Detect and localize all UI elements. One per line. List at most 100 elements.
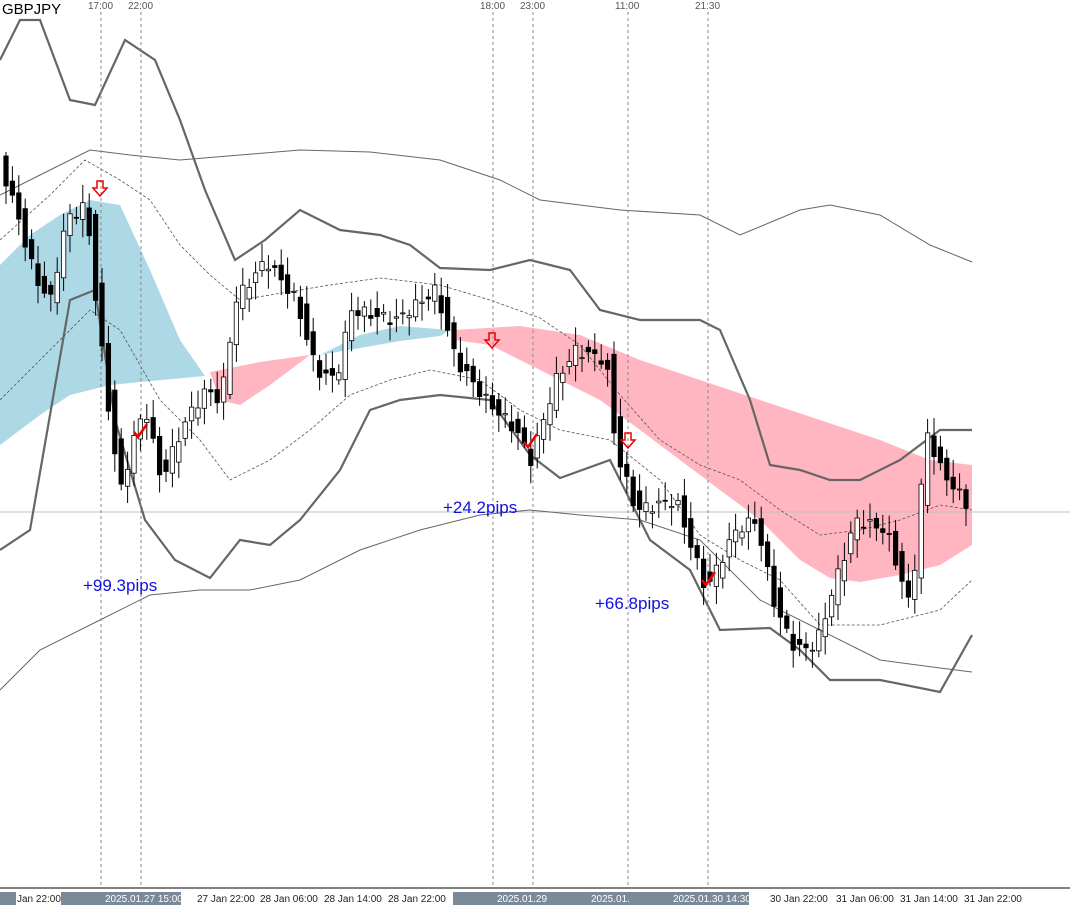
sell-arrow — [91, 180, 109, 198]
candle-body — [669, 506, 675, 509]
candle-body — [336, 372, 342, 381]
candle-body — [592, 349, 598, 355]
candle-body — [432, 284, 438, 302]
candle-body — [125, 468, 131, 487]
axis-label: 28 Jan 22:00 — [388, 894, 446, 905]
candle-body — [502, 413, 508, 416]
candle-body — [99, 282, 105, 347]
candle-body — [252, 272, 259, 284]
candle-body — [880, 528, 886, 533]
highlighted-axis-label: 2025.01.27 15:00 — [105, 894, 183, 905]
candle-body — [348, 310, 355, 342]
candle-body — [899, 551, 905, 582]
candle-body — [35, 263, 41, 286]
close-check — [133, 423, 149, 440]
signals — [91, 180, 717, 588]
highlighted-axis-label: 2025.01.30 14:30 — [673, 894, 751, 905]
candle-body — [67, 213, 73, 236]
candle-body — [675, 500, 681, 506]
candle-body — [419, 301, 425, 304]
candle-body — [86, 207, 92, 237]
candle-body — [112, 389, 118, 455]
candle-body — [553, 373, 560, 411]
axis-label: 30 Jan 22:00 — [770, 894, 828, 905]
axis-label: 31 Jan 06:00 — [836, 894, 894, 905]
candle-body — [579, 357, 585, 360]
candle-body — [733, 529, 739, 543]
sell-arrow — [483, 332, 501, 350]
candle-body — [713, 564, 720, 587]
close-check — [523, 433, 539, 450]
candle-body — [195, 407, 201, 419]
candle-body — [220, 376, 227, 403]
candle-body — [694, 545, 700, 559]
candle-body — [560, 372, 566, 383]
symbol: GBPJPY — [2, 1, 61, 18]
sell-arrow — [619, 432, 637, 450]
candle-body — [688, 518, 694, 548]
candle-body — [534, 435, 540, 459]
candle-body — [489, 395, 496, 410]
candle-body — [361, 306, 368, 317]
candle-body — [925, 432, 931, 506]
candle-body — [797, 638, 803, 645]
top-time-label: 22:00 — [128, 1, 153, 12]
candle-body — [457, 352, 464, 373]
candle-body — [131, 435, 137, 474]
candle-body — [547, 403, 553, 426]
candle-body — [950, 476, 956, 490]
candle-body — [246, 287, 252, 300]
candle-body — [406, 315, 412, 319]
candle-body — [816, 629, 822, 652]
close-check — [701, 571, 717, 588]
candle-body — [739, 531, 745, 539]
candle-body — [412, 299, 419, 318]
candle-body — [144, 419, 150, 424]
candle-body — [649, 511, 656, 514]
candle-body — [720, 561, 726, 579]
candle-body — [22, 208, 28, 248]
candle-body — [784, 615, 790, 629]
top-time-label: 21:30 — [695, 1, 720, 12]
candle-body — [323, 369, 329, 374]
candle-body — [93, 213, 99, 301]
candle-body — [387, 322, 393, 325]
axis-label-bg — [453, 892, 573, 905]
candle-body — [758, 518, 764, 546]
candle-body — [259, 261, 265, 272]
candle-body — [342, 331, 348, 380]
candle-body — [233, 301, 239, 346]
candle-body — [515, 418, 521, 434]
axis-label: Jan 22:00 — [17, 894, 61, 905]
axis-label: 28 Jan 14:00 — [324, 894, 382, 905]
candle-body — [624, 463, 630, 477]
candle-body — [425, 296, 432, 300]
candle-body — [182, 421, 188, 439]
candle-body — [48, 284, 54, 295]
candle-body — [28, 239, 35, 260]
candle-body — [643, 502, 649, 512]
top-time-label: 23:00 — [520, 1, 545, 12]
candle-body — [771, 565, 777, 607]
upper-band — [0, 149, 973, 263]
candle-body — [893, 530, 899, 566]
candle-body — [169, 446, 175, 474]
inner-lower-band — [0, 309, 973, 626]
candle-body — [573, 344, 579, 366]
bull-cloud — [320, 326, 450, 355]
axis-label-bg — [629, 892, 749, 905]
candle-body — [400, 312, 406, 315]
candle-body — [278, 264, 284, 281]
candle-body — [188, 406, 195, 422]
candle-body — [316, 360, 323, 378]
candles — [3, 152, 969, 668]
candle-body — [476, 381, 483, 397]
labels: 17:00 22:00 18:00 23:00 11:00 21:30 Jan 22:00 2… — [0, 1, 1022, 905]
candle-body — [835, 568, 841, 606]
candle-body — [886, 533, 892, 535]
candle-body — [752, 519, 758, 524]
candle-body — [944, 457, 950, 481]
candle-body — [227, 341, 233, 395]
candle-body — [291, 291, 297, 293]
